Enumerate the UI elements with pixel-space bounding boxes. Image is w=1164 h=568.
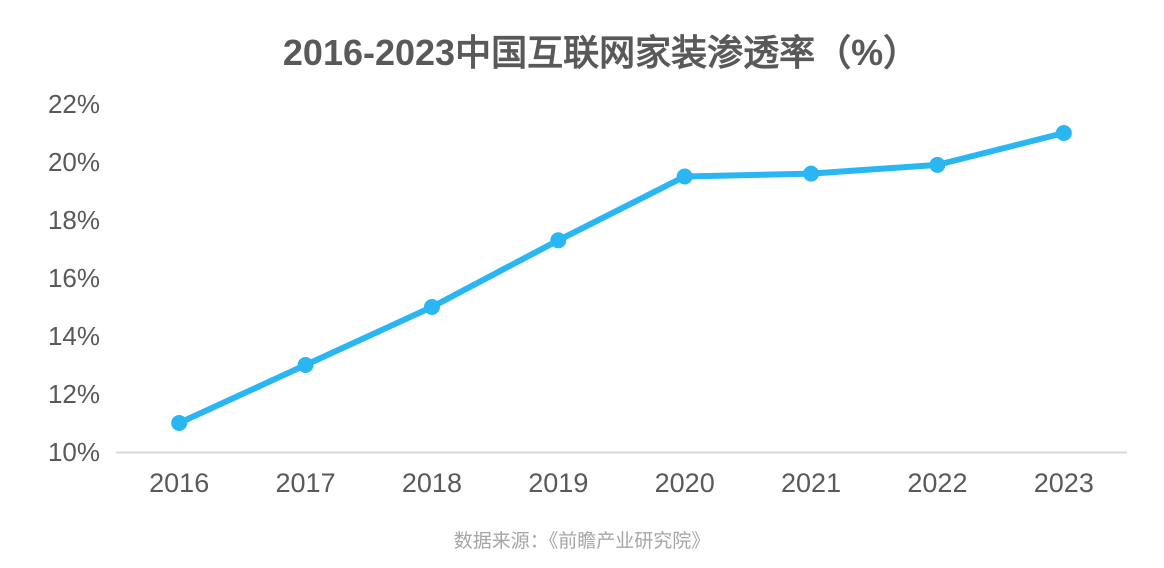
y-tick-label: 14% xyxy=(48,321,100,351)
x-tick-label: 2018 xyxy=(402,468,462,498)
y-tick-label: 16% xyxy=(48,263,100,293)
x-tick-label: 2023 xyxy=(1034,468,1094,498)
data-point xyxy=(676,168,693,185)
data-point xyxy=(550,232,567,249)
chart-title: 2016-2023中国互联网家装渗透率（%） xyxy=(282,32,920,73)
data-point xyxy=(171,415,188,431)
y-tick-label: 22% xyxy=(48,89,100,119)
x-tick-label: 2022 xyxy=(907,468,967,498)
data-point xyxy=(929,156,946,173)
y-tick-label: 12% xyxy=(48,379,100,409)
data-point xyxy=(1055,125,1072,141)
data-point xyxy=(803,165,820,182)
data-point xyxy=(423,299,440,315)
y-tick-label: 10% xyxy=(48,437,100,467)
x-tick-label: 2017 xyxy=(276,468,336,498)
y-tick-label: 18% xyxy=(48,205,100,235)
data-point xyxy=(297,357,314,373)
x-tick-label: 2016 xyxy=(149,468,209,498)
source-note: 数据来源：《前瞻产业研究院》 xyxy=(453,531,711,552)
series-line xyxy=(176,130,1067,426)
x-tick-label: 2020 xyxy=(655,468,715,498)
y-tick-label: 20% xyxy=(48,147,100,177)
x-tick-label: 2021 xyxy=(781,468,841,498)
x-tick-label: 2019 xyxy=(528,468,588,498)
